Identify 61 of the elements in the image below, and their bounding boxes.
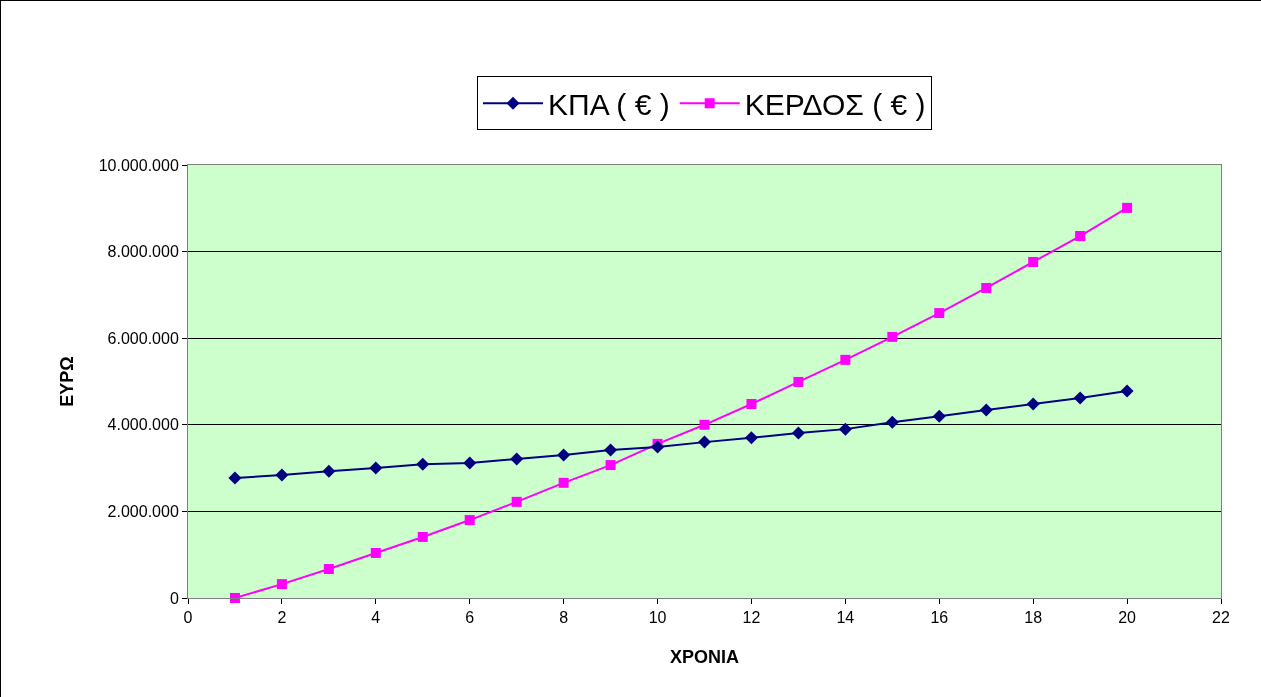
point [1026,397,1040,411]
y-tick-label: 8.000.000 [107,243,179,261]
point [981,282,992,293]
point [887,331,898,342]
x-tick-label: 4 [371,609,381,627]
y-tick-label: 2.000.000 [107,503,179,520]
point [370,547,381,558]
point [1122,202,1133,213]
point [932,409,946,423]
point [699,419,710,430]
point [276,579,287,590]
point [229,593,240,603]
point [698,435,711,449]
point [464,515,475,526]
point [838,422,852,436]
x-tick-label: 10 [648,609,667,627]
y-tick-label: 10.000.000 [98,156,179,174]
x-tick-label: 14 [836,609,855,627]
x-tick-label: 6 [465,609,475,627]
x-tick-label: 2 [277,609,287,627]
point [323,563,334,574]
y-tick-label: 6.000.000 [107,329,179,347]
point [885,415,899,429]
point [605,460,616,471]
point [557,448,571,462]
point [322,464,336,478]
x-tick-label: 22 [1212,609,1230,627]
point [744,431,758,445]
point [463,456,477,470]
legend-label: ΚΠΑ ( € ) [548,88,670,122]
x-tick-label: 18 [1024,609,1043,627]
point [369,461,383,475]
point [510,452,524,466]
point [275,468,289,482]
point [651,440,665,454]
point [1028,256,1039,267]
point [228,471,242,485]
point [511,496,522,507]
y-tick-label: 4.000.000 [107,416,179,434]
point [1073,391,1087,405]
point [558,477,569,488]
x-tick-label: 8 [559,609,569,627]
point [791,426,805,440]
point [417,531,428,542]
x-axis-title: ΧΡΟΝΙΑ [669,647,740,668]
point [934,308,945,319]
point [746,399,757,410]
point [793,376,804,387]
point [604,443,618,457]
x-tick-label: 20 [1118,609,1137,627]
y-tick-label: 0 [169,589,179,607]
point [1075,231,1086,242]
x-tick-label: 0 [183,609,193,627]
point [416,457,430,471]
legend-label: ΚΕΡΔΟΣ ( € ) [744,88,926,122]
y-axis-title: ΕΥΡΩ [56,356,77,407]
point [979,403,993,417]
point [840,354,851,365]
point [1120,384,1134,398]
x-tick-label: 16 [930,609,949,627]
x-tick-label: 12 [742,609,761,627]
